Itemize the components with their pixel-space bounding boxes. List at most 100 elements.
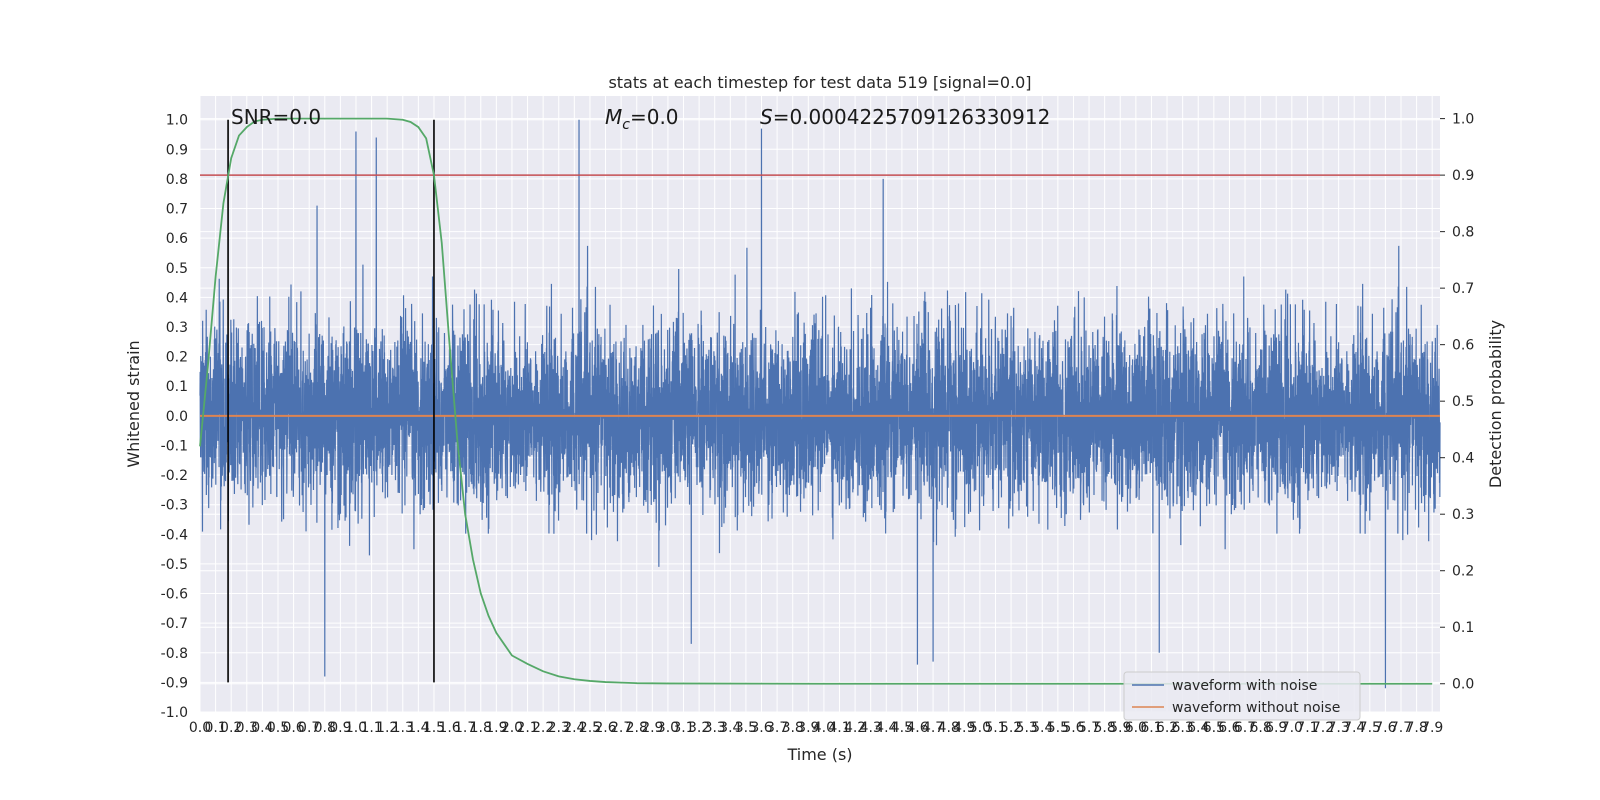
y-axis-right-label: Detection probability — [1486, 320, 1505, 488]
x-tick-label: 4.0 — [813, 720, 835, 736]
x-tick-label: 4.1 — [828, 720, 850, 736]
x-tick-label: 3.9 — [797, 720, 819, 736]
x-tick-label: 4.4 — [875, 720, 897, 736]
x-tick-label: 7.1 — [1296, 720, 1318, 736]
y-right-tick-label: 0.2 — [1452, 564, 1474, 580]
chirp-mass-annotation: Mc=0.0 — [605, 105, 679, 133]
x-tick-label: 2.4 — [563, 720, 585, 736]
x-tick-label: 1.9 — [485, 720, 507, 736]
legend-box — [1123, 671, 1361, 721]
x-tick-label: 6.6 — [1218, 720, 1240, 736]
overlay-lines — [199, 117, 1440, 685]
x-tick-label: 7.8 — [1405, 720, 1427, 736]
x-tick-label: 0.2 — [220, 720, 242, 736]
x-tick-label: 1.8 — [470, 720, 492, 736]
y-tick-label: 0.1 — [166, 379, 188, 395]
x-tick-label: 0.3 — [236, 720, 258, 736]
x-tick-label: 6.7 — [1234, 720, 1256, 736]
x-tick-label: 3.3 — [704, 720, 726, 736]
y-tick-label: -0.9 — [161, 675, 188, 691]
x-tick-label: 7.9 — [1421, 720, 1443, 736]
y-tick-label: -0.2 — [161, 468, 188, 484]
x-tick-label: 6.8 — [1249, 720, 1271, 736]
legend-label-without-noise: waveform without noise — [1172, 700, 1340, 716]
y-tick-label: -0.8 — [161, 646, 188, 662]
x-tick-label: 3.2 — [688, 720, 710, 736]
y-right-tick-label: 1.0 — [1452, 112, 1474, 128]
y-right-tick-label: 0.4 — [1452, 451, 1474, 467]
y-tick-label: 0.4 — [166, 290, 188, 306]
chirp-mass-symbol: M — [605, 105, 622, 129]
snr-annotation: SNR=0.0 — [231, 105, 321, 129]
chirp-mass-value: =0.0 — [630, 105, 679, 129]
y-tick-label: 0.6 — [166, 231, 188, 247]
x-tick-label: 4.8 — [938, 720, 960, 736]
x-tick-label: 5.9 — [1109, 720, 1131, 736]
y-tick-label: -0.4 — [161, 527, 188, 543]
y-right-tick-label: 0.1 — [1452, 620, 1474, 636]
legend-label-with-noise: waveform with noise — [1172, 678, 1317, 694]
y-tick-label: 0.5 — [166, 261, 188, 277]
x-tick-label: 6.3 — [1172, 720, 1194, 736]
x-tick-label: 3.6 — [750, 720, 772, 736]
x-tick-label: 2.1 — [516, 720, 538, 736]
x-tick-label: 3.0 — [657, 720, 679, 736]
x-tick-label: 5.5 — [1047, 720, 1069, 736]
y-tick-label: -0.1 — [161, 438, 188, 454]
x-tick-label: 6.5 — [1203, 720, 1225, 736]
x-tick-label: 7.4 — [1343, 720, 1365, 736]
y-tick-label: 0.7 — [166, 202, 188, 218]
x-tick-label: 2.0 — [501, 720, 523, 736]
x-tick-label: 4.2 — [844, 720, 866, 736]
y-tick-label: -0.6 — [161, 587, 188, 603]
x-tick-label: 6.2 — [1156, 720, 1178, 736]
y-tick-label: -0.7 — [161, 616, 188, 632]
x-tick-label: 4.9 — [953, 720, 975, 736]
x-tick-label: 2.5 — [579, 720, 601, 736]
y-right-tick-label: 0.3 — [1452, 507, 1474, 523]
x-tick-label: 0.4 — [251, 720, 273, 736]
y-right-tick-label: 0.7 — [1452, 281, 1474, 297]
x-tick-label: 5.4 — [1031, 720, 1053, 736]
y-tick-label: 0.0 — [166, 409, 188, 425]
x-tick-label: 7.2 — [1312, 720, 1334, 736]
y-right-tick-label: 0.6 — [1452, 338, 1474, 354]
y-right-tick-label: 0.8 — [1452, 225, 1474, 241]
y-tick-label: -1.0 — [161, 705, 188, 721]
x-tick-label: 5.2 — [1000, 720, 1022, 736]
x-tick-label: 1.6 — [438, 720, 460, 736]
y-tick-label: 0.3 — [166, 320, 188, 336]
x-axis-label: Time (s) — [786, 745, 852, 764]
x-tick-label: 1.3 — [392, 720, 414, 736]
x-tick-label: 7.0 — [1281, 720, 1303, 736]
noise-waveform-line — [199, 119, 1441, 689]
x-tick-label: 4.7 — [922, 720, 944, 736]
x-tick-label: 3.4 — [719, 720, 741, 736]
x-tick-label: 2.9 — [641, 720, 663, 736]
s-symbol: S — [760, 105, 773, 129]
x-tick-label: 2.7 — [610, 720, 632, 736]
x-tick-label: 7.3 — [1327, 720, 1349, 736]
y-right-tick-label: 0.5 — [1452, 394, 1474, 410]
x-tick-label: 7.7 — [1390, 720, 1412, 736]
x-tick-label: 5.8 — [1094, 720, 1116, 736]
x-tick-label: 0.1 — [204, 720, 226, 736]
x-tick-label: 0.7 — [298, 720, 320, 736]
x-tick-label: 1.4 — [407, 720, 429, 736]
x-tick-label: 3.5 — [735, 720, 757, 736]
x-tick-label: 0.6 — [282, 720, 304, 736]
x-tick-label: 0.5 — [267, 720, 289, 736]
x-tick-label: 2.8 — [626, 720, 648, 736]
y-axis-label: Whitened strain — [124, 340, 143, 467]
y-tick-label: 0.9 — [166, 142, 188, 158]
y-tick-label: 1.0 — [166, 113, 188, 129]
detection-probability-line — [199, 117, 1433, 685]
s-annotation: S=0.0004225709126330912 — [760, 105, 1050, 129]
x-tick-label: 5.3 — [1016, 720, 1038, 736]
y-tick-label: -0.5 — [161, 557, 188, 573]
legend: waveform with noise waveform without noi… — [1123, 671, 1361, 721]
x-tick-label: 1.1 — [360, 720, 382, 736]
x-tick-label: 6.0 — [1125, 720, 1147, 736]
x-tick-label: 4.6 — [906, 720, 928, 736]
